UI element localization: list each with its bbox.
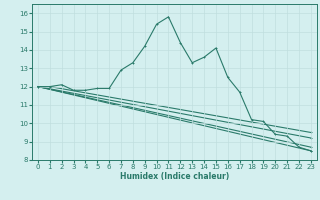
X-axis label: Humidex (Indice chaleur): Humidex (Indice chaleur) — [120, 172, 229, 181]
